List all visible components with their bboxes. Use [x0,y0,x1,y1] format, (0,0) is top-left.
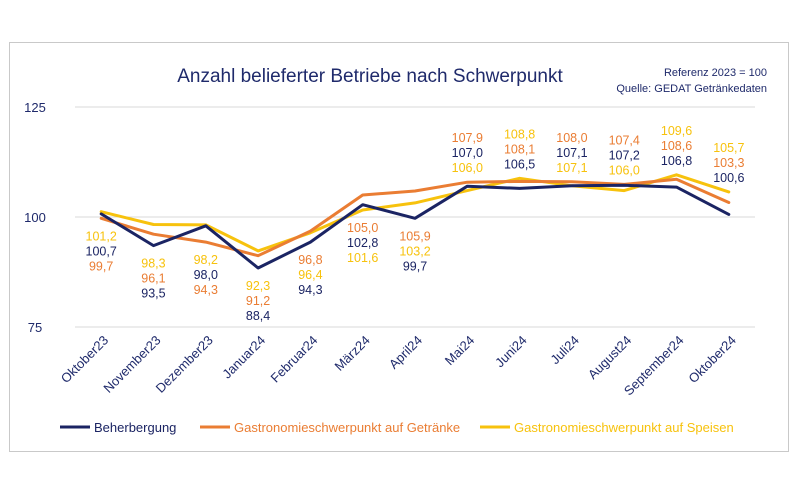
x-tick-label: April24 [386,333,425,372]
data-label: 109,6 [661,124,692,138]
legend: Beherbergung Gastronomieschwerpunkt auf G… [60,420,734,435]
y-tick-label: 125 [24,100,46,115]
chart-title: Anzahl belieferter Betriebe nach Schwerp… [177,66,563,87]
data-label: 96,4 [298,268,322,282]
data-label: 108,6 [661,139,692,153]
x-tick-label: Februar24 [267,333,320,386]
legend-label: Gastronomieschwerpunkt auf Getränke [234,420,460,435]
data-label: 94,3 [194,283,218,297]
x-tick-label: Juni24 [492,333,530,371]
data-label: 94,3 [298,283,322,297]
data-label: 105,7 [713,141,744,155]
data-label: 98,0 [194,268,218,282]
data-label: 107,2 [609,148,640,162]
x-tick-label: August24 [585,333,634,382]
data-label: 93,5 [141,287,165,301]
x-tick-label: März24 [332,333,373,374]
data-label: 96,8 [298,253,322,267]
data-label: 105,9 [399,229,430,243]
data-label: 107,1 [556,161,587,175]
line-chart: Anzahl belieferter Betriebe nach Schwerp… [24,66,767,435]
source-note: Quelle: GEDAT Getränkedaten [616,83,767,95]
data-label: 99,7 [403,259,427,273]
data-label: 96,1 [141,272,165,286]
data-label: 106,5 [504,157,535,171]
x-tick-label: Januar24 [219,333,268,382]
x-tick-label: Oktober23 [58,333,112,387]
data-label: 103,2 [399,244,430,258]
y-tick-label: 75 [28,320,42,335]
y-axis-ticks: 75 100 125 [24,100,46,335]
data-label: 100,7 [86,244,117,258]
x-tick-label: Oktober24 [685,333,739,387]
data-label: 105,0 [347,221,378,235]
x-tick-label: Juli24 [547,333,582,368]
data-label: 108,0 [556,131,587,145]
x-tick-label: Mai24 [442,333,478,369]
legend-label: Beherbergung [94,420,176,435]
data-label: 107,4 [609,133,640,147]
data-label: 107,1 [556,146,587,160]
data-label: 98,2 [194,253,218,267]
data-label: 108,8 [504,127,535,141]
chart-frame: Anzahl belieferter Betriebe nach Schwerp… [9,42,789,452]
data-label: 107,9 [452,131,483,145]
data-label: 99,7 [89,259,113,273]
series-line-0 [99,183,731,270]
data-label: 101,6 [347,251,378,265]
data-label: 98,3 [141,257,165,271]
data-label: 106,0 [609,163,640,177]
data-label: 92,3 [246,279,270,293]
data-label: 106,0 [452,161,483,175]
data-label: 100,6 [713,171,744,185]
data-label: 91,2 [246,294,270,308]
data-label: 108,1 [504,142,535,156]
series-lines [99,173,731,270]
legend-label: Gastronomieschwerpunkt auf Speisen [514,420,734,435]
data-label: 106,8 [661,154,692,168]
data-label: 101,2 [86,229,117,243]
data-label: 107,0 [452,146,483,160]
data-label: 88,4 [246,309,270,323]
data-label: 102,8 [347,236,378,250]
reference-note: Referenz 2023 = 100 [664,67,767,79]
y-tick-label: 100 [24,210,46,225]
data-label: 103,3 [713,156,744,170]
